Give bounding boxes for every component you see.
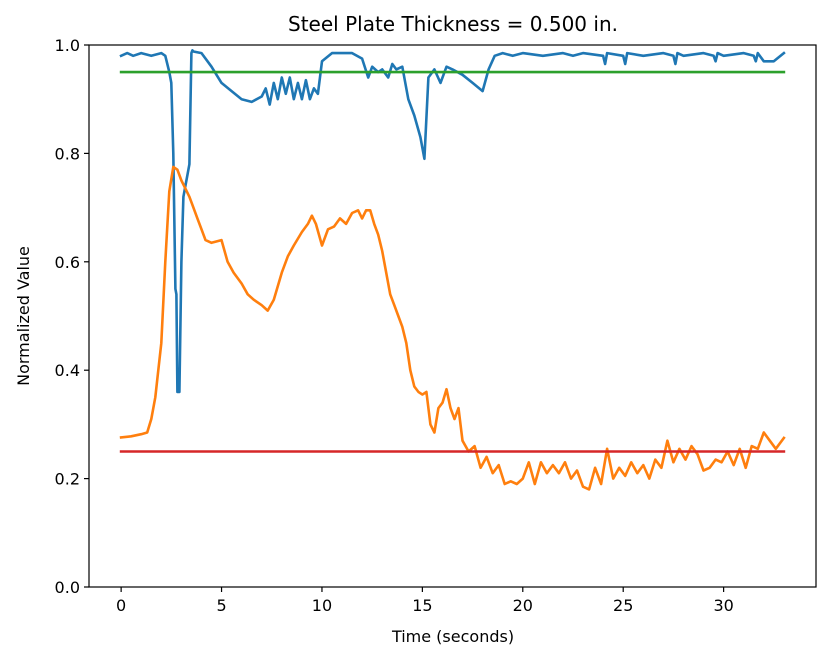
plot-frame (88, 44, 817, 588)
y-tick-label: 0.4 (55, 361, 80, 380)
x-tick-label: 10 (312, 596, 332, 615)
x-ticks: 0 5 10 15 20 25 30 (116, 587, 734, 615)
x-tick-label: 30 (713, 596, 733, 615)
y-axis-label: Normalized Value (14, 246, 33, 386)
x-tick-label: 20 (513, 596, 533, 615)
y-tick-label: 0.2 (55, 470, 80, 489)
y-tick-label: 0.6 (55, 253, 80, 272)
series-layer (119, 49, 786, 491)
x-tick-label: 15 (412, 596, 432, 615)
chart-title: Steel Plate Thickness = 0.500 in. (288, 12, 618, 36)
x-tick-label: 0 (116, 596, 126, 615)
series-line-orange (119, 165, 786, 491)
y-tick-label: 0.8 (55, 144, 80, 163)
y-ticks: 0.0 0.2 0.4 0.6 0.8 1.0 (55, 36, 89, 597)
x-tick-label: 5 (216, 596, 226, 615)
y-tick-label: 1.0 (55, 36, 80, 55)
x-tick-label: 25 (613, 596, 633, 615)
y-tick-label: 0.0 (55, 578, 80, 597)
x-axis-label: Time (seconds) (391, 627, 514, 646)
